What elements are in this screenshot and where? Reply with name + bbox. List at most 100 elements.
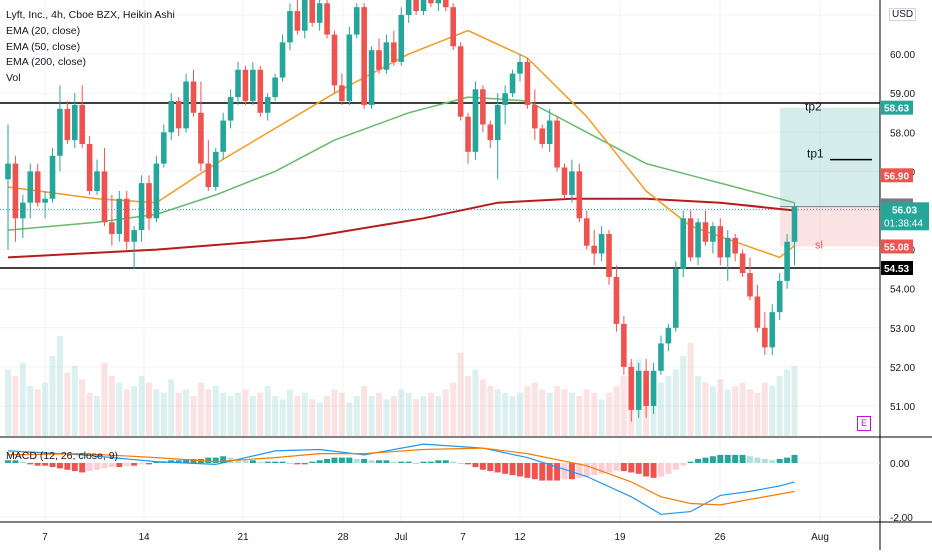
price-tick-label: 53.00 — [890, 324, 915, 335]
legend-ema200[interactable]: EMA (200, close) — [6, 56, 86, 69]
candle-body — [465, 116, 471, 152]
candle-body — [331, 34, 338, 86]
volume-bar — [702, 382, 709, 436]
candle-body — [435, 0, 442, 4]
legend-ema50[interactable]: EMA (50, close) — [6, 40, 81, 53]
macd-histogram-bar — [657, 463, 664, 477]
volume-bar — [620, 376, 627, 436]
macd-histogram-bar — [294, 463, 301, 465]
macd-histogram-bar — [598, 463, 605, 474]
volume-bar — [324, 396, 331, 436]
candle-body — [20, 202, 26, 219]
macd-histogram-bar — [442, 460, 449, 463]
volume-bar — [160, 392, 167, 436]
volume-bar — [420, 396, 427, 436]
candle-body — [724, 237, 731, 258]
volume-bar — [279, 399, 286, 436]
candle-body — [598, 233, 605, 254]
candle-body — [591, 245, 597, 254]
volume-bar — [131, 386, 138, 436]
macd-histogram-bar — [509, 463, 516, 476]
volume-bar — [249, 396, 256, 436]
macd-histogram-bar — [279, 461, 286, 463]
candle-body — [109, 222, 115, 234]
volume-bar — [442, 389, 449, 436]
macd-histogram-bar — [672, 463, 679, 470]
macd-histogram-bar — [761, 458, 768, 463]
candle-body — [606, 233, 612, 277]
candle-body — [309, 0, 316, 23]
macd-histogram-bar — [413, 463, 420, 464]
candle-body — [583, 218, 590, 246]
candle-body — [57, 108, 63, 156]
volume-bar — [583, 389, 590, 436]
macd-histogram-bar — [390, 461, 397, 463]
legend-vol[interactable]: Vol — [6, 72, 21, 85]
candle-body — [279, 42, 286, 78]
macd-histogram-bar — [465, 463, 472, 465]
candle-body — [569, 171, 575, 195]
macd-histogram-bar — [346, 457, 353, 463]
macd-histogram-bar — [695, 458, 702, 463]
macd-histogram-bar — [568, 463, 575, 480]
volume-bar — [309, 399, 316, 436]
candle-body — [524, 61, 531, 105]
candle-body — [650, 370, 657, 406]
macd-histogram-bar — [338, 457, 345, 463]
symbol-title[interactable]: Lyft, Inc., 4h, Cboe BZX, Heikin Ashi — [6, 9, 175, 21]
candle-body — [710, 226, 716, 242]
macd-histogram-bar — [257, 461, 264, 463]
macd-histogram-bar — [643, 463, 650, 477]
macd-histogram-bar — [56, 463, 63, 469]
candle-body — [227, 97, 234, 121]
candle-body — [643, 370, 649, 406]
candle-body — [161, 132, 167, 164]
tp2-price-label: 58.63 — [884, 104, 909, 115]
macd-histogram-bar — [702, 457, 709, 463]
sl-price-label-bg — [881, 239, 913, 254]
macd-histogram-bar — [34, 463, 41, 466]
currency-label[interactable]: USD — [889, 8, 917, 21]
candle-body — [361, 7, 367, 105]
macd-histogram-bar — [732, 454, 739, 463]
macd-histogram-bar — [531, 463, 538, 480]
volume-bar — [331, 389, 338, 436]
sl-price-label: 55.08 — [884, 242, 909, 253]
candle-body — [131, 230, 137, 242]
macd-histogram-bar — [606, 463, 613, 473]
volume-bar — [554, 386, 561, 436]
macd-legend[interactable]: MACD (12, 26, close, 9) — [6, 450, 119, 462]
macd-histogram-bar — [286, 463, 293, 464]
volume-bar — [5, 369, 11, 436]
legend-ema20[interactable]: EMA (20, close) — [6, 24, 81, 37]
volume-bar — [12, 376, 19, 436]
volume-bar — [531, 382, 538, 436]
candle-body — [220, 120, 226, 152]
candle-body — [561, 167, 568, 195]
candle-body — [71, 104, 78, 141]
macd-histogram-bar — [628, 463, 635, 473]
candle-body — [383, 42, 390, 70]
macd-histogram-bar — [138, 463, 145, 465]
macd-histogram-bar — [242, 460, 249, 463]
volume-bar — [747, 389, 753, 436]
macd-tick-label: 0.00 — [890, 459, 910, 470]
macd-histogram-bar — [769, 460, 776, 463]
macd-histogram-bar — [324, 458, 331, 463]
volume-bar — [183, 389, 190, 436]
volume-bar — [761, 382, 768, 436]
volume-bar — [272, 396, 279, 436]
tp2-label: tp2 — [805, 100, 822, 114]
macd-histogram-bar — [554, 463, 561, 481]
price-tick-label: 51.00 — [890, 402, 915, 413]
candle-body — [635, 370, 642, 410]
macd-histogram-bar — [747, 456, 753, 463]
macd-histogram-bar — [131, 463, 138, 466]
volume-bar — [116, 382, 123, 436]
earnings-event-badge[interactable]: E — [857, 416, 871, 431]
candle-body — [487, 124, 494, 141]
macd-histogram-bar — [776, 458, 783, 463]
candle-body — [762, 327, 768, 348]
